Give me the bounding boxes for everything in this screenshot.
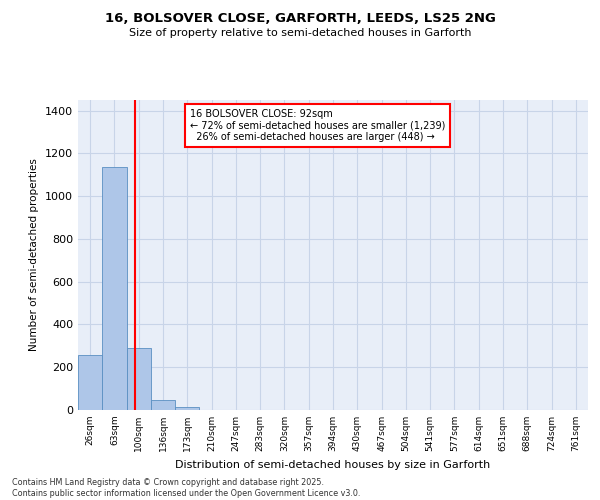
X-axis label: Distribution of semi-detached houses by size in Garforth: Distribution of semi-detached houses by … <box>175 460 491 469</box>
Text: 16 BOLSOVER CLOSE: 92sqm
← 72% of semi-detached houses are smaller (1,239)
  26%: 16 BOLSOVER CLOSE: 92sqm ← 72% of semi-d… <box>190 110 446 142</box>
Bar <box>175 408 199 410</box>
Bar <box>151 400 175 410</box>
Bar <box>102 168 127 410</box>
Bar <box>78 356 102 410</box>
Text: Contains HM Land Registry data © Crown copyright and database right 2025.
Contai: Contains HM Land Registry data © Crown c… <box>12 478 361 498</box>
Text: Size of property relative to semi-detached houses in Garforth: Size of property relative to semi-detach… <box>129 28 471 38</box>
Bar <box>127 348 151 410</box>
Text: 16, BOLSOVER CLOSE, GARFORTH, LEEDS, LS25 2NG: 16, BOLSOVER CLOSE, GARFORTH, LEEDS, LS2… <box>104 12 496 26</box>
Y-axis label: Number of semi-detached properties: Number of semi-detached properties <box>29 158 40 352</box>
